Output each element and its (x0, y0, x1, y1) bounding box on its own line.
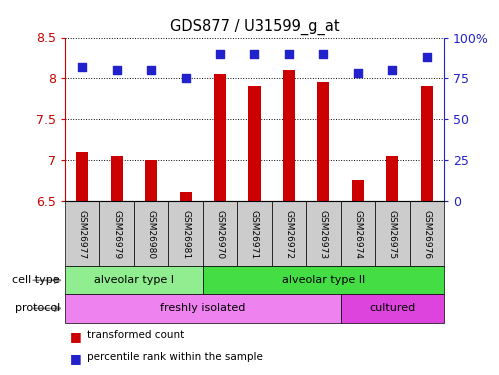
Text: GSM26973: GSM26973 (319, 210, 328, 260)
Bar (65, 294, 341, 322)
Bar (203, 266, 444, 294)
Bar (237, 201, 272, 266)
Bar (111, 156, 123, 201)
Text: cultured: cultured (369, 303, 416, 313)
Text: GSM26974: GSM26974 (353, 210, 362, 260)
Bar (375, 201, 410, 266)
Bar (272, 201, 306, 266)
Bar (341, 294, 444, 322)
Text: freshly isolated: freshly isolated (160, 303, 246, 313)
Text: cell type: cell type (12, 275, 60, 285)
Bar (134, 201, 168, 266)
Bar (283, 70, 295, 201)
Bar (386, 156, 398, 201)
Text: ■: ■ (70, 330, 82, 343)
Point (250, 51, 258, 57)
Text: GSM26976: GSM26976 (422, 210, 431, 260)
Text: GSM26977: GSM26977 (78, 210, 87, 260)
Bar (410, 201, 444, 266)
Point (319, 51, 327, 57)
Bar (306, 201, 341, 266)
Text: GSM26975: GSM26975 (388, 210, 397, 260)
Point (388, 67, 396, 73)
Bar (214, 74, 226, 201)
Point (423, 54, 431, 60)
Text: protocol: protocol (14, 303, 60, 313)
Text: GSM26971: GSM26971 (250, 210, 259, 260)
Text: alveolar type I: alveolar type I (94, 275, 174, 285)
Bar (168, 201, 203, 266)
Bar (352, 180, 364, 201)
Bar (341, 201, 375, 266)
Bar (145, 160, 157, 201)
Bar (203, 201, 237, 266)
Point (147, 67, 155, 73)
Text: GSM26970: GSM26970 (216, 210, 225, 260)
Text: percentile rank within the sample: percentile rank within the sample (87, 352, 263, 363)
Text: GSM26981: GSM26981 (181, 210, 190, 260)
Bar (180, 192, 192, 201)
Bar (76, 152, 88, 201)
Bar (249, 87, 260, 201)
Title: GDS877 / U31599_g_at: GDS877 / U31599_g_at (170, 18, 339, 35)
Point (285, 51, 293, 57)
Point (216, 51, 224, 57)
Text: GSM26980: GSM26980 (147, 210, 156, 260)
Point (78, 64, 86, 70)
Bar (317, 82, 329, 201)
Text: ■: ■ (70, 352, 82, 366)
Bar (65, 201, 99, 266)
Bar (421, 87, 433, 201)
Text: GSM26972: GSM26972 (284, 210, 293, 260)
Text: GSM26979: GSM26979 (112, 210, 121, 260)
Point (354, 70, 362, 76)
Text: alveolar type II: alveolar type II (282, 275, 365, 285)
Point (113, 67, 121, 73)
Bar (99, 201, 134, 266)
Text: transformed count: transformed count (87, 330, 185, 340)
Bar (65, 266, 203, 294)
Point (182, 75, 190, 81)
